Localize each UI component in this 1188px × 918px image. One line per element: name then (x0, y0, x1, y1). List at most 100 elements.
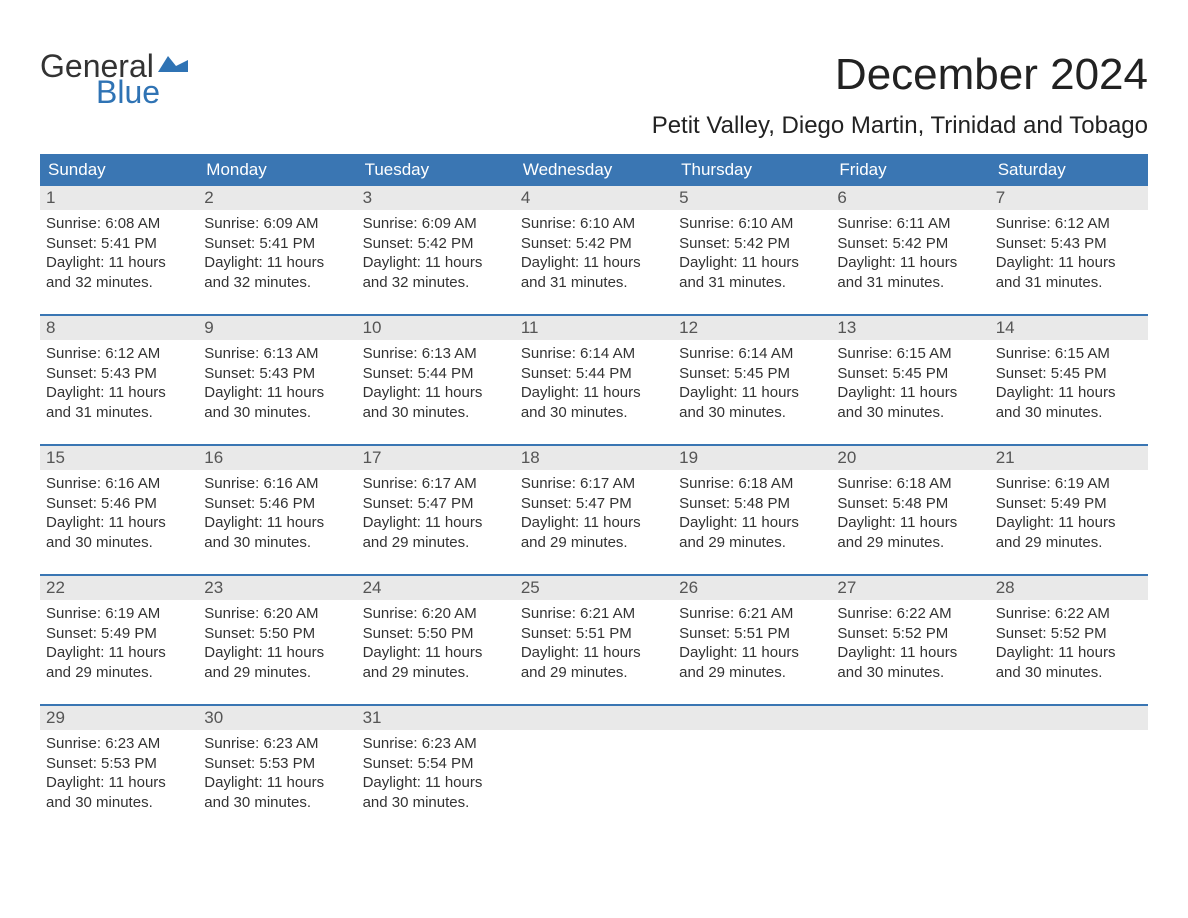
sunrise-text: Sunrise: 6:12 AM (996, 214, 1142, 234)
day-number-row: 293031 (40, 704, 1148, 730)
day-details: Sunrise: 6:14 AMSunset: 5:45 PMDaylight:… (673, 340, 831, 422)
day-number: 5 (673, 186, 831, 210)
day-number: 1 (40, 186, 198, 210)
day-number: 8 (40, 316, 198, 340)
daylight-text: Daylight: 11 hours (204, 513, 350, 533)
sunset-text: Sunset: 5:51 PM (679, 624, 825, 644)
sunset-text: Sunset: 5:45 PM (837, 364, 983, 384)
day-number: 26 (673, 576, 831, 600)
weekday-header: Monday (198, 154, 356, 186)
day-number (831, 706, 989, 730)
sunset-text: Sunset: 5:42 PM (363, 234, 509, 254)
day-number-row: 891011121314 (40, 314, 1148, 340)
daylight-text: and 30 minutes. (363, 793, 509, 813)
sunrise-text: Sunrise: 6:10 AM (521, 214, 667, 234)
sunset-text: Sunset: 5:43 PM (46, 364, 192, 384)
sunrise-text: Sunrise: 6:17 AM (363, 474, 509, 494)
day-details (990, 730, 1148, 812)
daylight-text: Daylight: 11 hours (204, 253, 350, 273)
sunset-text: Sunset: 5:54 PM (363, 754, 509, 774)
sunrise-text: Sunrise: 6:14 AM (679, 344, 825, 364)
daylight-text: Daylight: 11 hours (363, 643, 509, 663)
sunset-text: Sunset: 5:53 PM (46, 754, 192, 774)
daylight-text: and 30 minutes. (204, 793, 350, 813)
daylight-text: and 29 minutes. (837, 533, 983, 553)
daylight-text: and 30 minutes. (46, 533, 192, 553)
daylight-text: Daylight: 11 hours (46, 513, 192, 533)
daylight-text: Daylight: 11 hours (204, 643, 350, 663)
week-block: 22232425262728Sunrise: 6:19 AMSunset: 5:… (40, 574, 1148, 704)
daylight-text: and 30 minutes. (204, 533, 350, 553)
day-number-row: 15161718192021 (40, 444, 1148, 470)
logo-word-blue: Blue (96, 76, 188, 108)
day-details: Sunrise: 6:21 AMSunset: 5:51 PMDaylight:… (673, 600, 831, 682)
sunset-text: Sunset: 5:52 PM (996, 624, 1142, 644)
day-number: 27 (831, 576, 989, 600)
day-details: Sunrise: 6:16 AMSunset: 5:46 PMDaylight:… (198, 470, 356, 552)
weekday-header: Tuesday (357, 154, 515, 186)
day-details: Sunrise: 6:19 AMSunset: 5:49 PMDaylight:… (990, 470, 1148, 552)
sunset-text: Sunset: 5:41 PM (204, 234, 350, 254)
day-details: Sunrise: 6:10 AMSunset: 5:42 PMDaylight:… (673, 210, 831, 292)
day-number: 11 (515, 316, 673, 340)
weekday-header: Sunday (40, 154, 198, 186)
month-title: December 2024 (835, 50, 1148, 100)
weeks-container: 1234567Sunrise: 6:08 AMSunset: 5:41 PMDa… (40, 186, 1148, 834)
day-number: 25 (515, 576, 673, 600)
sunset-text: Sunset: 5:47 PM (521, 494, 667, 514)
sunset-text: Sunset: 5:48 PM (837, 494, 983, 514)
day-details: Sunrise: 6:19 AMSunset: 5:49 PMDaylight:… (40, 600, 198, 682)
day-details: Sunrise: 6:18 AMSunset: 5:48 PMDaylight:… (673, 470, 831, 552)
daylight-text: and 30 minutes. (679, 403, 825, 423)
day-number: 22 (40, 576, 198, 600)
day-details (831, 730, 989, 812)
day-number: 31 (357, 706, 515, 730)
day-number: 21 (990, 446, 1148, 470)
daylight-text: Daylight: 11 hours (837, 513, 983, 533)
day-number: 17 (357, 446, 515, 470)
sunset-text: Sunset: 5:43 PM (204, 364, 350, 384)
daylight-text: and 30 minutes. (837, 663, 983, 683)
sunset-text: Sunset: 5:50 PM (363, 624, 509, 644)
day-details: Sunrise: 6:18 AMSunset: 5:48 PMDaylight:… (831, 470, 989, 552)
daylight-text: Daylight: 11 hours (363, 773, 509, 793)
daylight-text: and 30 minutes. (837, 403, 983, 423)
flag-icon (158, 54, 188, 76)
sunrise-text: Sunrise: 6:18 AM (679, 474, 825, 494)
day-details-row: Sunrise: 6:23 AMSunset: 5:53 PM Daylight:… (40, 730, 1148, 834)
sunrise-text: Sunrise: 6:08 AM (46, 214, 192, 234)
day-number: 19 (673, 446, 831, 470)
sunrise-text: Sunrise: 6:19 AM (46, 604, 192, 624)
daylight-text: Daylight: 11 hours (679, 643, 825, 663)
day-number: 24 (357, 576, 515, 600)
day-number: 6 (831, 186, 989, 210)
day-details-row: Sunrise: 6:12 AMSunset: 5:43 PMDaylight:… (40, 340, 1148, 444)
sunrise-text: Sunrise: 6:23 AM (46, 734, 192, 754)
sunrise-text: Sunrise: 6:17 AM (521, 474, 667, 494)
daylight-text: Daylight: 11 hours (363, 513, 509, 533)
day-details: Sunrise: 6:13 AMSunset: 5:44 PMDaylight:… (357, 340, 515, 422)
day-details: Sunrise: 6:12 AMSunset: 5:43 PMDaylight:… (990, 210, 1148, 292)
day-details-row: Sunrise: 6:19 AMSunset: 5:49 PMDaylight:… (40, 600, 1148, 704)
daylight-text: and 30 minutes. (204, 403, 350, 423)
day-number (673, 706, 831, 730)
daylight-text: and 31 minutes. (46, 403, 192, 423)
day-details: Sunrise: 6:12 AMSunset: 5:43 PMDaylight:… (40, 340, 198, 422)
daylight-text: and 31 minutes. (837, 273, 983, 293)
daylight-text: and 30 minutes. (996, 403, 1142, 423)
sunset-text: Sunset: 5:45 PM (996, 364, 1142, 384)
day-number: 20 (831, 446, 989, 470)
sunset-text: Sunset: 5:44 PM (521, 364, 667, 384)
day-number: 15 (40, 446, 198, 470)
daylight-text: and 30 minutes. (363, 403, 509, 423)
daylight-text: and 29 minutes. (521, 663, 667, 683)
week-block: 293031 Sunrise: 6:23 AMSunset: 5:53 PM Day… (40, 704, 1148, 834)
daylight-text: Daylight: 11 hours (204, 773, 350, 793)
day-details: Sunrise: 6:17 AMSunset: 5:47 PMDaylight:… (515, 470, 673, 552)
daylight-text: and 32 minutes. (204, 273, 350, 293)
week-block: 1234567 Sunrise: 6:08 AM Sunset: 5:41 PMDa… (40, 186, 1148, 314)
day-number: 14 (990, 316, 1148, 340)
sunrise-text: Sunrise: 6:21 AM (679, 604, 825, 624)
day-number-row: 1234567 (40, 186, 1148, 210)
sunrise-text: Sunrise: 6:13 AM (363, 344, 509, 364)
